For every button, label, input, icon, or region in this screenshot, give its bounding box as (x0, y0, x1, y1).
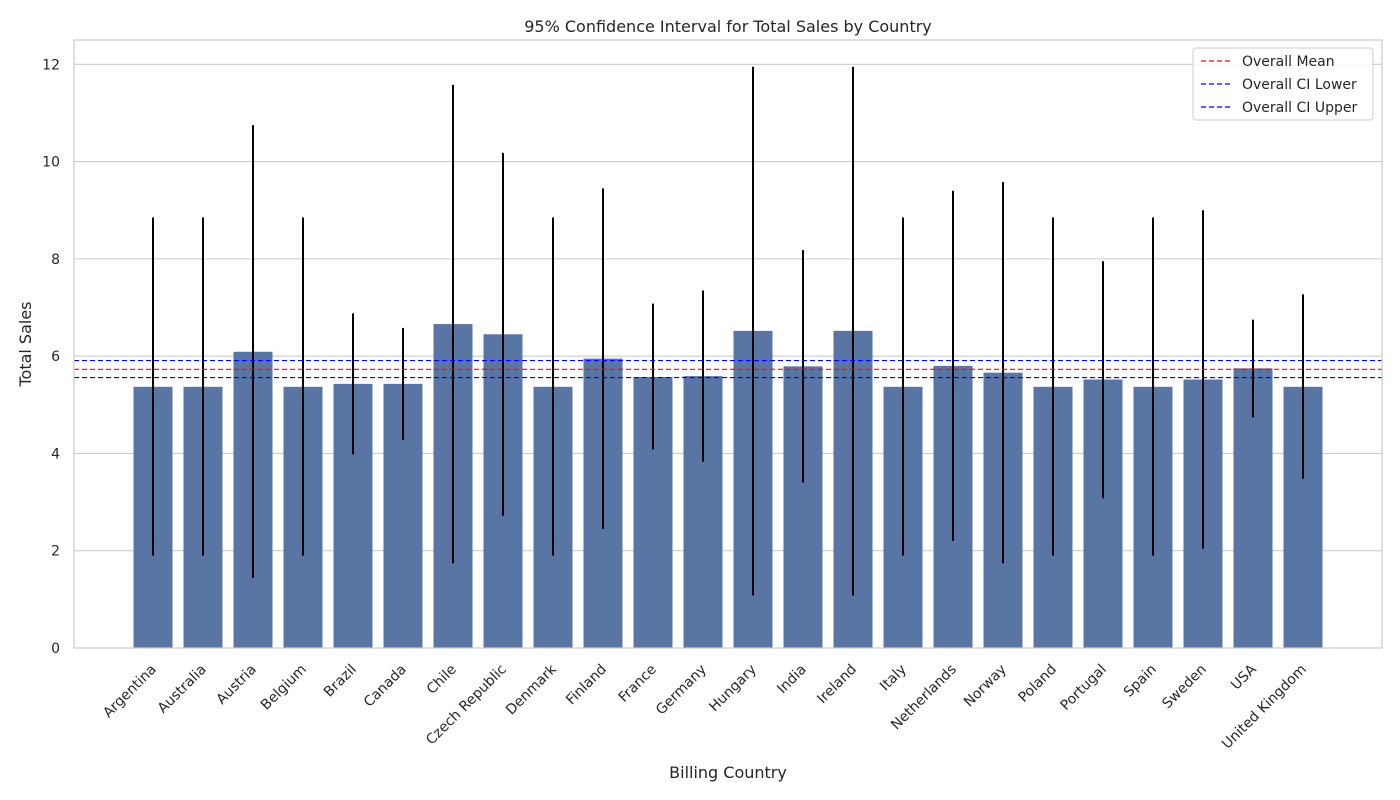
x-tick-label: Sweden (1159, 662, 1209, 712)
y-tick-label: 4 (51, 446, 60, 462)
x-tick-label: USA (1228, 661, 1260, 693)
x-tick-label: Australia (155, 662, 210, 717)
y-tick-labels: 0 2 4 6 8 10 12 (42, 57, 60, 657)
ci-layer (152, 66, 1304, 596)
x-tick-label: Poland (1015, 662, 1059, 706)
y-tick-label: 8 (51, 252, 60, 268)
plot-frame (73, 39, 1383, 649)
legend-label: Overall CI Upper (1242, 100, 1357, 116)
x-tick-label: Finland (563, 662, 610, 709)
legend: Overall Mean Overall CI Lower Overall CI U… (1192, 47, 1374, 121)
x-tick-label: Belgium (258, 662, 310, 714)
y-tick-label: 0 (51, 641, 60, 657)
y-tick-label: 6 (51, 349, 60, 365)
x-tick-label: Norway (961, 662, 1010, 711)
y-tick-label: 10 (42, 155, 60, 171)
x-tick-label: Hungary (706, 662, 760, 716)
legend-label: Overall Mean (1242, 54, 1335, 70)
x-tick-label: India (774, 662, 810, 698)
x-tick-label: Denmark (503, 661, 560, 718)
bars-layer (133, 324, 1323, 648)
x-tick-label: Argentina (100, 662, 160, 722)
x-tick-label: Chile (424, 662, 460, 698)
x-tick-label: France (616, 662, 660, 706)
x-tick-label: Brazil (321, 662, 360, 701)
x-axis-title: Billing Country (669, 763, 787, 782)
chart-title: 95% Confidence Interval for Total Sales … (524, 17, 932, 36)
reference-lines-layer (74, 359, 1382, 379)
y-tick-label: 12 (42, 57, 60, 73)
legend-box (1192, 47, 1374, 121)
x-tick-label: Canada (361, 662, 410, 711)
y-axis-title: Total Sales (16, 301, 35, 387)
y-tick-label: 2 (51, 544, 60, 560)
x-tick-label: Germany (653, 662, 710, 719)
x-tick-label: Portugal (1058, 662, 1110, 714)
x-tick-label: Spain (1121, 662, 1160, 701)
x-tick-label: Austria (214, 662, 260, 708)
x-tick-label: United Kingdom (1219, 662, 1310, 753)
x-tick-label: Ireland (814, 662, 860, 708)
x-tick-label: Italy (877, 662, 910, 695)
legend-label: Overall CI Lower (1242, 77, 1357, 93)
